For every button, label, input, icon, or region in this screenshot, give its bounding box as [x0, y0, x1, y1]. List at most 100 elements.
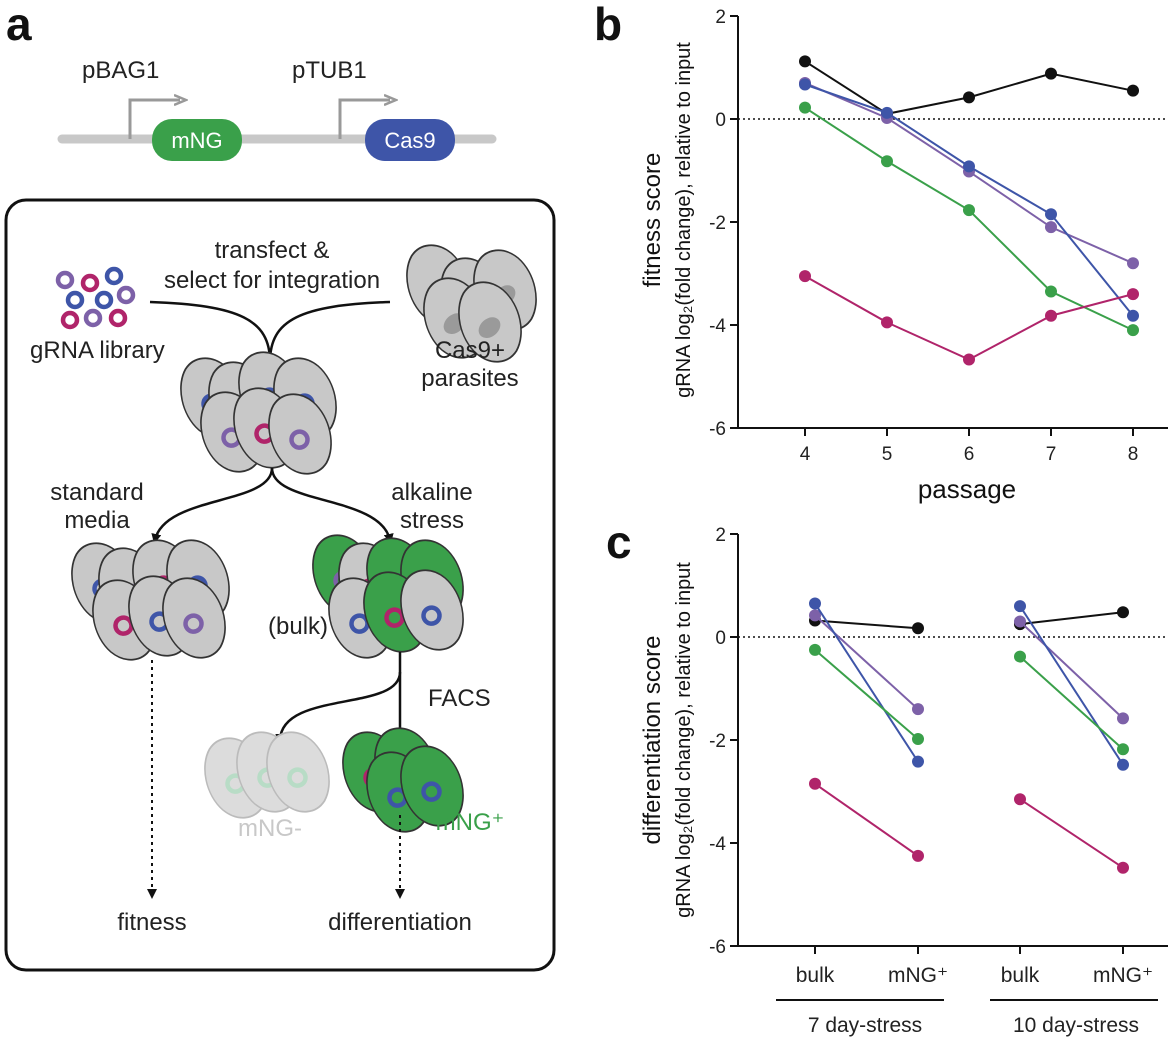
chart-b-point: [1045, 208, 1057, 221]
chart-c-series-line: [814, 782, 919, 857]
alkaline-label: alkaline: [391, 479, 472, 506]
chart-c-y-tick-label: -6: [709, 937, 726, 958]
mng-positive-parasites: [323, 716, 483, 844]
chart-c-point: [912, 703, 924, 716]
chart-c-point: [1117, 606, 1129, 619]
chart-b-y-tick-label: -4: [709, 316, 726, 337]
split-arrow-left: [151, 467, 274, 544]
grna-ring: [65, 290, 85, 310]
chart-b-x-tick-label: 8: [1128, 444, 1139, 465]
chart-b-point: [799, 55, 811, 68]
chart-c-series-line: [1019, 798, 1124, 869]
standard-parasite: [73, 568, 175, 672]
chart-c-series-line: [1019, 611, 1124, 626]
mng-positive-label: mNG⁺: [436, 809, 505, 836]
fitness-chart: 2 0 -2 -4 -6 4 5 6 7 8: [709, 7, 1168, 465]
chart-c-x-tick-label: bulk: [796, 964, 835, 987]
media-label: media: [64, 507, 130, 534]
grna-ring: [421, 781, 442, 802]
grna-ring: [94, 290, 114, 310]
chart-c-y-tick-label: -2: [709, 731, 726, 752]
promoter-arrow-2: [338, 100, 390, 139]
chart-c-point: [809, 609, 821, 622]
chart-b-point: [1045, 285, 1057, 298]
transfected-parasites: [161, 340, 356, 486]
chart-c-point: [912, 849, 924, 862]
chart-c-series-line: [1019, 620, 1124, 720]
chart-c-series-line: [1019, 655, 1124, 751]
chart-b-point: [1045, 309, 1057, 322]
stress-label: stress: [400, 507, 464, 534]
chart-b-y-tick-label: 0: [715, 110, 726, 131]
panel-letter-b: b: [594, 0, 622, 50]
chart-b-xlabel: passage: [918, 474, 1016, 504]
mng-gene-label: mNG: [171, 128, 222, 153]
group2-label: 10 day-stress: [1013, 1014, 1139, 1037]
chart-b-point: [799, 101, 811, 114]
chart-b-point: [1127, 288, 1139, 301]
chart-c-y-tick-label: -4: [709, 834, 726, 855]
chart-b-series-line: [804, 60, 1134, 115]
chart-c-point: [912, 732, 924, 745]
group1-label: 7 day-stress: [808, 1014, 922, 1037]
chart-c-point: [1014, 600, 1026, 613]
chart-c-ylabel-sub: gRNA log₂(fold change), relative to inpu…: [673, 562, 695, 918]
chart-c-series-line: [814, 602, 919, 763]
promoter-ptub1-label: pTUB1: [292, 57, 367, 84]
cas9-gene-box: [365, 119, 455, 161]
chart-c-series-line: [1019, 605, 1124, 766]
standard-parasite: [143, 566, 245, 670]
chart-b-point: [963, 91, 975, 104]
chart-b-point: [1127, 324, 1139, 337]
chart-b-point: [799, 78, 811, 91]
chart-b-point: [799, 270, 811, 283]
chart-b-y-tick-label: 2: [715, 7, 726, 28]
bulk-label: (bulk): [268, 613, 328, 640]
mng-gene-box: [152, 119, 242, 161]
chart-b-x-tick-label: 5: [882, 444, 893, 465]
chart-b-point: [963, 204, 975, 217]
grna-ring: [421, 605, 442, 626]
chart-b-point: [881, 316, 893, 329]
grna-ring: [60, 310, 80, 330]
grna-ring: [183, 613, 204, 634]
gene-construct: pBAG1 pTUB1 mNG Cas9: [57, 57, 497, 161]
chart-b-x-tick-label: 4: [800, 444, 811, 465]
chart-c-series-line: [814, 619, 919, 630]
chart-b-point: [1127, 309, 1139, 322]
facs-arrow-left: [275, 671, 402, 744]
grna-ring: [289, 429, 310, 450]
chart-c-point: [809, 777, 821, 790]
chart-c-point: [1014, 793, 1026, 806]
promoter-pbag1-label: pBAG1: [82, 57, 159, 84]
chart-b-point: [1045, 67, 1057, 80]
grna-ring: [384, 607, 405, 628]
parasites-label: parasites: [421, 365, 518, 392]
differentiation-chart: 2 0 -2 -4 -6 bulk mNG⁺ bulk mNG⁺: [709, 525, 1168, 987]
cas9-parasites: [387, 233, 556, 374]
chart-c-point: [809, 597, 821, 610]
grna-ring: [108, 308, 128, 328]
chart-c-point: [1014, 650, 1026, 663]
promoter-arrow-1: [128, 100, 180, 139]
grna-library-label: gRNA library: [30, 337, 165, 364]
chart-b-series-line: [804, 106, 1134, 332]
mng-positive-parasite: [381, 734, 483, 838]
chart-c-point: [1014, 615, 1026, 628]
chart-b-point: [963, 160, 975, 173]
standard-media-parasites: [52, 528, 249, 672]
chart-c-y-tick-label: 0: [715, 628, 726, 649]
grna-ring: [80, 273, 100, 293]
chart-c-point: [1117, 743, 1129, 756]
chart-b-point: [1045, 221, 1057, 234]
alkaline-stress-parasites: [293, 523, 483, 670]
differentiation-label: differentiation: [328, 909, 472, 936]
transfected-parasite: [249, 382, 351, 486]
chart-c-series-line: [814, 649, 919, 740]
grna-ring: [83, 308, 103, 328]
grna-ring: [113, 615, 134, 636]
chart-c-x-tick-label: mNG⁺: [1093, 964, 1153, 987]
fitness-label: fitness: [117, 909, 186, 936]
chart-c-x-tick-label: bulk: [1001, 964, 1040, 987]
